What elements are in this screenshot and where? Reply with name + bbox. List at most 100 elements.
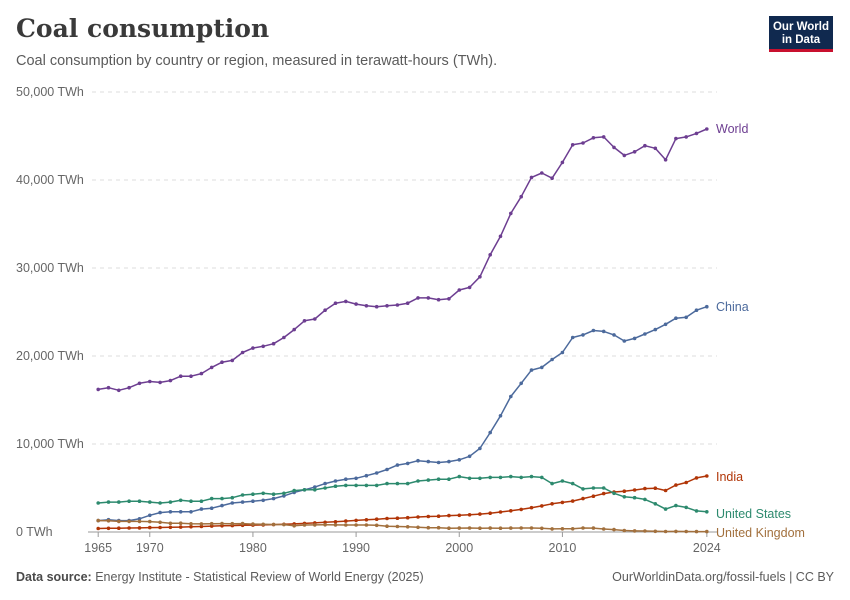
data-point-china[interactable] (416, 458, 420, 463)
data-point-india[interactable] (333, 520, 338, 524)
data-point-china[interactable] (220, 503, 224, 508)
data-point-world[interactable] (540, 171, 544, 175)
series-label-india[interactable]: India (716, 470, 743, 484)
data-point-world[interactable] (323, 308, 327, 313)
data-point-world[interactable] (663, 158, 668, 162)
data-point-india[interactable] (395, 516, 400, 520)
data-point-united-states[interactable] (158, 501, 162, 505)
data-point-world[interactable] (189, 374, 193, 379)
data-point-united-kingdom[interactable] (209, 521, 214, 526)
data-point-india[interactable] (364, 518, 369, 522)
data-point-united-kingdom[interactable] (178, 521, 183, 525)
data-point-china[interactable] (488, 430, 493, 435)
data-point-world[interactable] (529, 175, 534, 180)
data-point-india[interactable] (694, 476, 699, 480)
data-point-united-kingdom[interactable] (416, 525, 420, 530)
data-point-world[interactable] (302, 319, 307, 323)
data-point-china[interactable] (581, 333, 585, 337)
data-point-united-kingdom[interactable] (199, 522, 204, 526)
data-point-india[interactable] (137, 526, 142, 530)
data-point-world[interactable] (509, 211, 513, 216)
data-point-united-states[interactable] (519, 475, 523, 480)
data-point-united-states[interactable] (333, 484, 338, 489)
data-point-india[interactable] (405, 515, 410, 520)
data-point-china[interactable] (333, 479, 338, 483)
data-point-united-states[interactable] (663, 507, 668, 511)
data-point-united-states[interactable] (96, 501, 100, 505)
data-point-world[interactable] (416, 296, 420, 300)
data-point-china[interactable] (148, 513, 152, 518)
data-point-world[interactable] (478, 275, 482, 279)
data-point-india[interactable] (550, 502, 554, 506)
data-point-china[interactable] (643, 332, 647, 336)
data-point-world[interactable] (560, 160, 565, 165)
data-point-india[interactable] (560, 500, 565, 505)
data-point-united-states[interactable] (622, 495, 627, 499)
data-point-united-kingdom[interactable] (560, 527, 565, 531)
data-point-united-kingdom[interactable] (261, 522, 266, 527)
data-point-united-states[interactable] (612, 491, 616, 496)
data-point-china[interactable] (395, 463, 400, 467)
data-point-united-states[interactable] (354, 483, 358, 488)
data-point-united-kingdom[interactable] (632, 529, 637, 533)
data-point-china[interactable] (601, 329, 606, 334)
data-point-united-states[interactable] (364, 483, 369, 488)
data-point-india[interactable] (529, 505, 534, 510)
data-point-world[interactable] (519, 194, 523, 199)
data-point-united-kingdom[interactable] (313, 523, 317, 527)
data-point-india[interactable] (519, 507, 523, 512)
data-point-world[interactable] (282, 335, 286, 340)
data-point-india[interactable] (643, 486, 647, 491)
data-point-world[interactable] (684, 135, 688, 139)
data-point-united-kingdom[interactable] (117, 519, 121, 524)
data-point-china[interactable] (560, 350, 565, 355)
data-point-united-states[interactable] (137, 499, 142, 504)
data-point-united-kingdom[interactable] (354, 523, 358, 527)
data-point-india[interactable] (684, 480, 688, 485)
data-point-china[interactable] (436, 460, 441, 465)
data-point-world[interactable] (653, 146, 658, 151)
data-point-world[interactable] (705, 127, 709, 131)
data-point-united-kingdom[interactable] (251, 522, 255, 526)
data-point-india[interactable] (488, 511, 493, 515)
data-point-china[interactable] (674, 316, 678, 321)
data-point-united-states[interactable] (302, 488, 307, 492)
series-label-china[interactable]: China (716, 300, 749, 314)
data-point-india[interactable] (478, 512, 482, 516)
data-point-china[interactable] (137, 517, 142, 521)
data-point-world[interactable] (230, 358, 235, 363)
data-point-united-kingdom[interactable] (302, 523, 307, 527)
data-point-india[interactable] (189, 524, 193, 529)
data-point-india[interactable] (591, 494, 596, 499)
data-point-world[interactable] (488, 253, 493, 257)
data-point-united-states[interactable] (436, 477, 441, 482)
data-point-united-states[interactable] (395, 481, 400, 486)
data-point-world[interactable] (344, 299, 348, 304)
data-point-united-kingdom[interactable] (395, 524, 400, 529)
data-point-india[interactable] (199, 524, 204, 529)
data-point-united-states[interactable] (674, 503, 678, 508)
data-point-united-states[interactable] (560, 479, 565, 483)
data-point-india[interactable] (509, 509, 513, 513)
data-point-india[interactable] (178, 525, 183, 529)
data-point-united-kingdom[interactable] (447, 526, 451, 530)
data-point-united-states[interactable] (457, 474, 462, 479)
data-point-china[interactable] (374, 471, 379, 475)
data-point-world[interactable] (261, 344, 266, 349)
data-point-united-kingdom[interactable] (581, 526, 585, 530)
data-point-china[interactable] (354, 476, 358, 481)
data-point-world[interactable] (117, 388, 121, 393)
data-point-india[interactable] (622, 489, 627, 494)
data-point-united-states[interactable] (632, 495, 637, 500)
data-point-world[interactable] (158, 380, 162, 385)
data-point-united-kingdom[interactable] (529, 526, 534, 530)
data-point-india[interactable] (344, 519, 348, 523)
data-point-india[interactable] (540, 504, 544, 508)
data-point-china[interactable] (653, 327, 658, 332)
data-point-india[interactable] (447, 513, 451, 518)
data-point-world[interactable] (426, 296, 431, 300)
data-point-united-states[interactable] (178, 498, 183, 503)
data-point-world[interactable] (313, 317, 317, 321)
data-point-united-states[interactable] (581, 487, 585, 491)
data-point-world[interactable] (148, 379, 152, 384)
